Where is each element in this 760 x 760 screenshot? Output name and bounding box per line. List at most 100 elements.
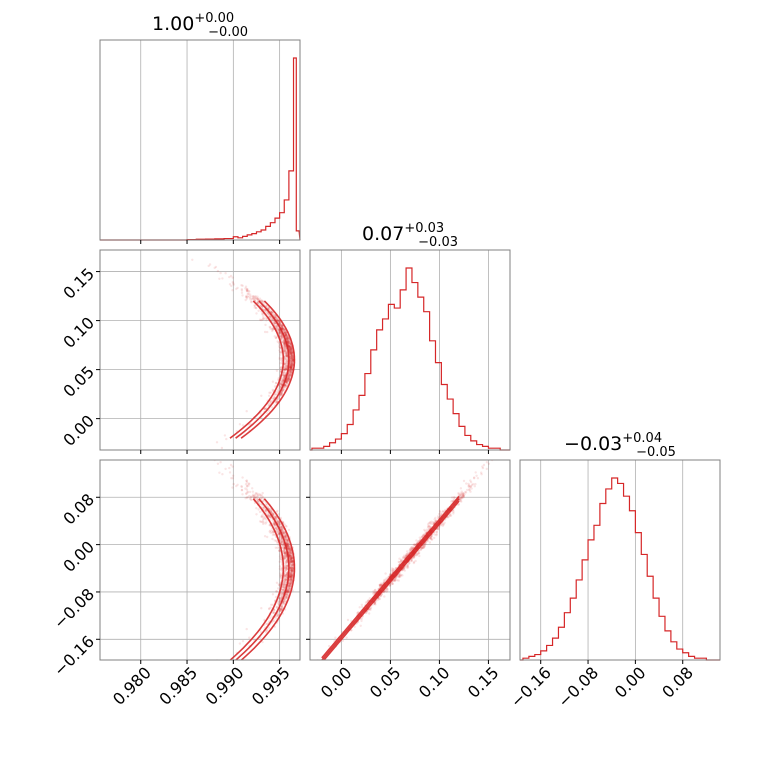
- sample-point-2-1-501: [413, 543, 416, 546]
- sample-point-2-0-397: [290, 558, 293, 561]
- sample-point-2-0-1128: [278, 533, 282, 536]
- sample-point-2-0-149: [284, 594, 287, 597]
- sample-point-2-1-228: [480, 471, 483, 474]
- sample-point-2-1-1259: [457, 493, 460, 496]
- sample-point-2-0-1165: [254, 493, 257, 497]
- sample-point-2-0-1199: [281, 602, 284, 606]
- sample-point-2-0-1296: [273, 619, 276, 623]
- sample-point-2-1-1016: [420, 535, 424, 539]
- sample-point-2-0-1185: [286, 544, 290, 548]
- sample-point-1-0-533: [274, 382, 278, 385]
- sample-point-1-0-853: [289, 371, 293, 375]
- panels: 0.980 0.985 0.990 0.995 0.00 0.05 0.10 0.15 −0.1…: [50, 39, 721, 711]
- sample-point-2-0-983: [271, 519, 274, 522]
- sample-point-2-0-1184: [262, 506, 265, 509]
- sample-point-2-0-326: [281, 540, 284, 543]
- sample-point-1-0-182: [290, 356, 293, 360]
- sample-point-1-0-367: [284, 335, 288, 338]
- sample-point-2-0-445: [281, 543, 284, 547]
- sample-point-2-1-513: [373, 589, 377, 592]
- sample-point-2-0-1111: [284, 580, 288, 583]
- sample-point-1-0-1283: [281, 327, 285, 330]
- sample-point-1-0-1073: [290, 365, 293, 368]
- sample-point-2-0-710: [283, 547, 286, 550]
- sample-point-2-0-77: [286, 538, 289, 542]
- sample-point-1-0-405: [279, 335, 282, 338]
- sample-point-2-1-892: [408, 561, 411, 565]
- sample-point-2-0-1314: [279, 606, 283, 609]
- sample-point-1-0-1169: [276, 327, 280, 330]
- sample-point-1-0-1033: [291, 357, 294, 360]
- panel-2-1: [306, 451, 511, 664]
- sample-point-2-0-1033: [291, 563, 294, 566]
- sample-point-1-0-370: [285, 352, 289, 355]
- sample-point-2-0-661: [286, 544, 289, 547]
- sample-point-1-0-465: [288, 349, 292, 353]
- sample-point-2-0-45: [282, 549, 285, 552]
- sample-point-2-0-1059: [248, 494, 251, 498]
- sample-point-2-1-1319: [396, 575, 399, 578]
- sample-point-2-0-247: [286, 546, 290, 549]
- sample-point-2-1-240: [361, 605, 364, 609]
- sample-point-1-0-55: [289, 351, 292, 354]
- sample-point-1-0-235: [285, 354, 289, 358]
- sample-point-1-0-652: [287, 344, 290, 348]
- sample-point-2-1-1226: [452, 510, 455, 514]
- sample-point-2-0-470: [280, 592, 283, 595]
- sample-point-1-0-920: [284, 334, 288, 337]
- sample-point-2-0-551: [267, 514, 270, 517]
- sample-point-2-0-174: [287, 591, 290, 594]
- sample-point-2-0-510: [290, 556, 294, 560]
- sample-point-2-1-518: [420, 535, 424, 538]
- sample-point-2-0-1027: [278, 609, 282, 613]
- sample-point-1-0-248: [288, 375, 291, 378]
- sample-point-2-1-1271: [397, 575, 400, 579]
- sample-point-2-1-1354: [462, 496, 465, 499]
- sample-point-2-0-666: [269, 516, 273, 519]
- sample-point-2-0-1150: [284, 597, 287, 601]
- sample-point-2-1-1061: [433, 521, 436, 524]
- sample-point-1-0-794: [285, 336, 288, 339]
- sample-point-2-1-1355: [493, 451, 495, 453]
- y-tick-label-1-3: 0.15: [59, 264, 98, 303]
- sample-point-2-0-217: [289, 549, 292, 552]
- sample-point-2-0-1083: [283, 579, 286, 582]
- sample-point-2-0-913: [241, 476, 244, 479]
- sample-point-1-0-52: [288, 370, 291, 373]
- sample-point-2-1-1088: [443, 521, 446, 524]
- y-tick-label-2-0: −0.16: [50, 632, 98, 680]
- sample-point-1-0-547: [291, 357, 295, 361]
- sample-point-2-0-985: [279, 597, 282, 600]
- sample-point-1-0-281: [283, 365, 287, 368]
- histogram-2: [520, 477, 720, 661]
- sample-point-1-0-871: [290, 365, 293, 368]
- sample-point-2-0-225: [288, 547, 291, 550]
- sample-point-2-1-184: [383, 590, 386, 593]
- sample-point-1-0-975: [255, 296, 258, 300]
- sample-point-2-0-541: [289, 559, 292, 562]
- sample-point-2-0-749: [284, 535, 287, 539]
- sample-point-2-0-1076: [265, 509, 268, 513]
- sample-point-1-0-1293: [289, 374, 292, 377]
- sample-point-1-0-1159: [284, 352, 287, 355]
- sample-point-2-0-558: [289, 563, 292, 567]
- sample-point-2-1-461: [397, 579, 400, 582]
- sample-point-2-0-130: [279, 597, 283, 600]
- sample-point-2-0-651: [283, 552, 286, 555]
- sample-point-1-0-1209: [289, 366, 293, 369]
- sample-point-1-0-1224: [290, 349, 294, 352]
- sample-point-2-0-988: [229, 463, 233, 467]
- sample-point-2-0-274: [273, 522, 276, 525]
- sample-point-2-0-1383: [290, 574, 293, 577]
- sample-point-2-0-677: [246, 491, 249, 494]
- sample-point-2-0-194: [250, 495, 253, 498]
- sample-point-2-0-803: [283, 552, 286, 556]
- sample-point-1-0-1275: [283, 374, 286, 377]
- scatter-1-0: [191, 258, 296, 450]
- sample-point-2-0-110: [284, 580, 288, 583]
- sample-point-2-0-1331: [281, 591, 285, 594]
- sample-point-2-0-848: [278, 597, 281, 600]
- sample-point-2-0-462: [289, 576, 293, 579]
- sample-point-1-0-1042: [282, 373, 286, 376]
- sample-point-1-0-1111: [284, 367, 288, 371]
